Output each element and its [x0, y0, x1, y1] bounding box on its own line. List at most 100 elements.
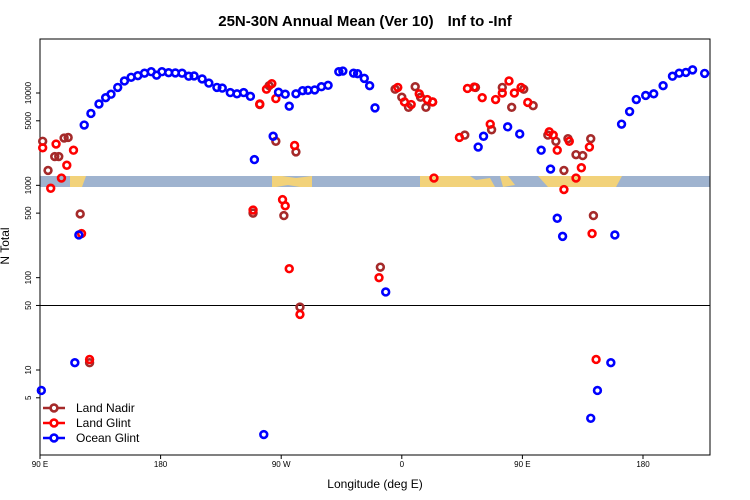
land-nadir-point [279, 210, 289, 221]
ocean-glint-point [610, 230, 620, 240]
land-glint-point [393, 82, 403, 93]
ocean-glint-point [280, 89, 290, 99]
land-glint-point [406, 99, 416, 110]
land-glint-point [587, 228, 597, 239]
land-nadir-point [410, 82, 420, 92]
ocean-glint-point [74, 230, 84, 240]
land-nadir-point [375, 262, 386, 272]
ocean-glint-point [649, 89, 659, 99]
land-nadir-point [43, 165, 53, 176]
ocean-glint-point [249, 154, 260, 165]
y-tick-label: 100 [24, 270, 33, 284]
ocean-glint-point [184, 71, 194, 81]
land-glint-point [564, 136, 574, 146]
ocean-glint-point [113, 82, 123, 93]
land-glint-point [427, 97, 438, 107]
land-glint-point [429, 173, 439, 183]
ocean-glint-point [86, 108, 96, 119]
x-tick-label: 90 E [514, 460, 530, 469]
y-tick-label: 1000 [24, 176, 33, 194]
ocean-glint-point [334, 67, 344, 77]
land-glint-point [469, 82, 479, 92]
land-glint-point [46, 183, 56, 193]
ocean-glint-point [119, 76, 130, 86]
land-glint-point [523, 97, 533, 108]
land-glint-point [559, 184, 569, 195]
ocean-glint-point [624, 106, 635, 117]
ocean-strip [40, 176, 710, 187]
chart-title: 25N-30N Annual Mean (Ver 10) Inf to -Inf [218, 13, 513, 30]
ocean-glint-point [36, 385, 47, 396]
legend-label-land-glint: Land Glint [76, 416, 131, 430]
legend-label-ocean-glint: Ocean Glint [76, 431, 140, 445]
land-nadir-point [63, 132, 73, 143]
land-glint-point [37, 143, 48, 153]
land-glint-point [584, 142, 595, 152]
ocean-glint-point [284, 101, 294, 111]
land-glint-point [497, 88, 507, 98]
legend-marker-land-nadir [49, 403, 59, 413]
land-patch [70, 176, 86, 187]
legend-marker-land-glint [49, 418, 59, 428]
ocean-glint-point [478, 131, 489, 141]
land-ocean-strip [40, 176, 710, 187]
land-glint-point [248, 205, 258, 215]
land-glint-point [267, 79, 277, 89]
land-patch [420, 176, 495, 187]
land-patch [500, 176, 515, 187]
y-tick-label: 50 [24, 300, 33, 309]
ocean-glint-point [381, 287, 391, 297]
ocean-glint-point [268, 131, 278, 141]
ocean-glint-point [502, 122, 513, 132]
ocean-glint-point [323, 80, 333, 91]
land-glint-point [374, 272, 384, 283]
land-glint-point [504, 76, 514, 86]
land-nadir-point [559, 165, 569, 176]
y-tick-label: 10 [24, 365, 33, 374]
ocean-glint-point [592, 385, 603, 396]
ocean-glint-point [212, 82, 222, 93]
land-glint-point [62, 160, 72, 170]
land-glint-point [255, 99, 265, 109]
land-glint-point [51, 139, 61, 149]
land-glint-point [280, 201, 290, 211]
ocean-glint-point [197, 74, 207, 84]
x-tick-label: 180 [636, 460, 650, 469]
ocean-glint-point [245, 91, 256, 102]
land-glint-point [576, 163, 587, 173]
land-glint-point [516, 82, 526, 93]
plot-frame [39, 38, 711, 456]
land-glint-point [284, 264, 294, 274]
y-tick-label: 5 [24, 395, 33, 400]
land-patch [272, 176, 312, 187]
ocean-glint-point [557, 231, 568, 242]
ocean-glint-point [106, 89, 116, 99]
land-nadir-point [75, 209, 85, 219]
land-glint-point [490, 94, 501, 105]
land-patch [538, 176, 622, 187]
ocean-glint-point [616, 119, 627, 129]
ocean-glint-point [640, 90, 651, 101]
ocean-glint-point [70, 357, 80, 368]
land-glint-point [485, 119, 495, 129]
ocean-glint-point [217, 83, 227, 93]
ocean-glint-point [552, 213, 562, 223]
y-tick-label: 5000 [24, 111, 33, 129]
ocean-glint-point [204, 78, 214, 88]
ocean-glint-point [699, 68, 710, 79]
land-glint-point [295, 309, 305, 320]
land-glint-point [548, 130, 558, 140]
x-tick-label: 0 [400, 460, 405, 469]
x-axis-label: Longitude (deg E) [327, 477, 422, 491]
legend-marker-ocean-glint [49, 433, 59, 443]
ocean-glint-point [586, 413, 596, 423]
land-nadir-point [295, 302, 305, 312]
land-glint-point [68, 145, 79, 155]
y-axis-label: N Total [0, 227, 12, 264]
land-nadir-point [577, 150, 588, 161]
ocean-glint-point [536, 145, 546, 155]
x-tick-label: 180 [154, 460, 168, 469]
land-glint-point [261, 84, 272, 94]
land-glint-point [591, 354, 601, 365]
ocean-glint-point [370, 103, 380, 113]
